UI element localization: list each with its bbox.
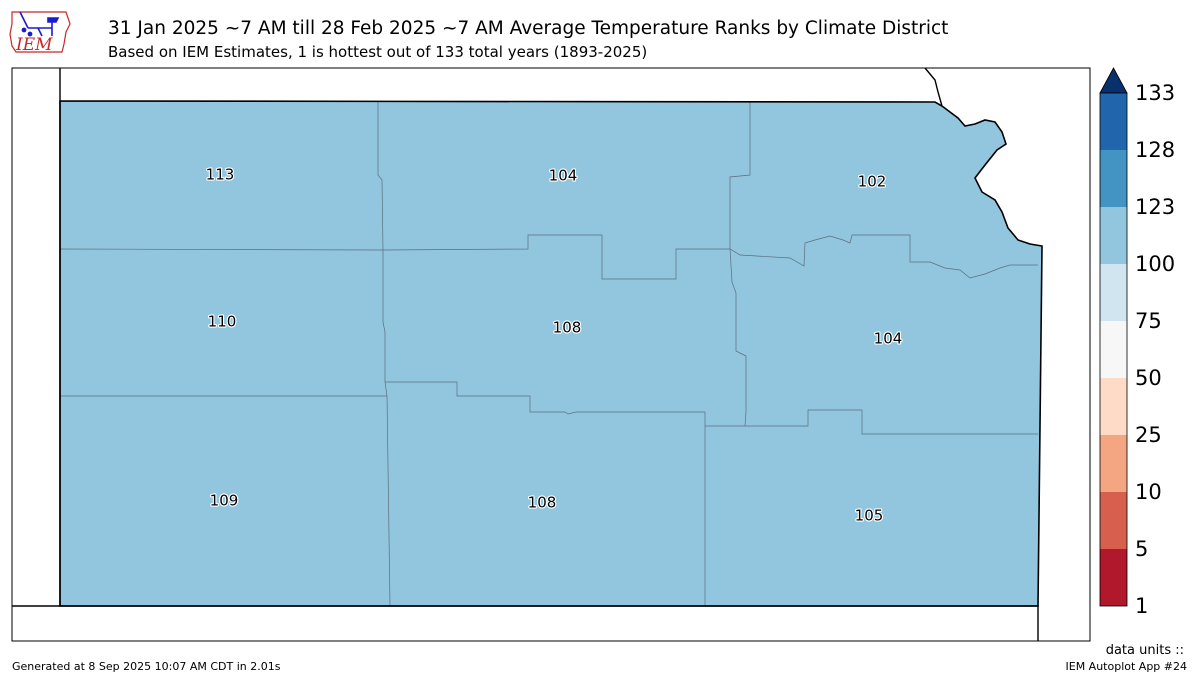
colorbar-tick-label: 128 xyxy=(1135,138,1176,162)
iem-logo: IEM xyxy=(9,11,71,55)
autoplot-app-label: IEM Autoplot App #24 xyxy=(1065,660,1188,673)
colorbar-segment xyxy=(1100,264,1127,321)
colorbar-tick-label: 123 xyxy=(1135,195,1176,219)
rank-label-north-central: 104 xyxy=(549,167,578,185)
rank-label-central: 108 xyxy=(553,319,582,337)
colorbar-frame xyxy=(1099,92,1128,607)
colorbar-segment xyxy=(1100,150,1127,207)
colorbar-segment xyxy=(1100,378,1127,435)
colorbar-tick-label: 50 xyxy=(1135,366,1162,390)
map-title: 31 Jan 2025 ~7 AM till 28 Feb 2025 ~7 AM… xyxy=(108,18,949,39)
data-units-label: data units :: xyxy=(1105,643,1184,658)
kansas-state-fill xyxy=(60,101,1042,606)
colorbar-tick-label: 1 xyxy=(1135,594,1149,618)
colorbar-tick-label: 10 xyxy=(1135,480,1162,504)
colorbar xyxy=(1099,67,1128,607)
colorbar-tick-label: 5 xyxy=(1135,537,1149,561)
rank-label-northwest: 113 xyxy=(206,166,235,184)
generated-timestamp: Generated at 8 Sep 2025 10:07 AM CDT in … xyxy=(12,660,281,673)
neighbor-borders xyxy=(12,67,1039,641)
colorbar-segment xyxy=(1100,435,1127,492)
colorbar-tick-label: 100 xyxy=(1135,252,1176,276)
colorbar-segment xyxy=(1100,207,1127,264)
colorbar-tick-label: 75 xyxy=(1135,309,1162,333)
rank-label-southeast: 105 xyxy=(855,507,884,525)
colorbar-segment xyxy=(1100,492,1127,549)
colorbar-extension-triangle xyxy=(1099,67,1128,94)
map-subtitle: Based on IEM Estimates, 1 is hottest out… xyxy=(108,43,648,61)
rank-label-west-central: 110 xyxy=(208,313,237,331)
rank-label-southwest: 109 xyxy=(210,492,239,510)
colorbar-segment xyxy=(1100,93,1127,150)
colorbar-tick-label: 133 xyxy=(1135,81,1176,105)
colorbar-tick-label: 25 xyxy=(1135,423,1162,447)
rank-label-south-central: 108 xyxy=(528,494,557,512)
weather-station-icon xyxy=(19,11,60,37)
iowa-outline-icon xyxy=(9,11,71,53)
kansas-state-outline xyxy=(59,100,1043,607)
district-boundaries xyxy=(59,101,1038,607)
colorbar-segment xyxy=(1100,549,1127,606)
rank-label-east-central: 104 xyxy=(874,330,903,348)
colorbar-segment xyxy=(1100,321,1127,378)
logo-text: IEM xyxy=(15,35,53,55)
rank-label-northeast: 102 xyxy=(858,173,887,191)
